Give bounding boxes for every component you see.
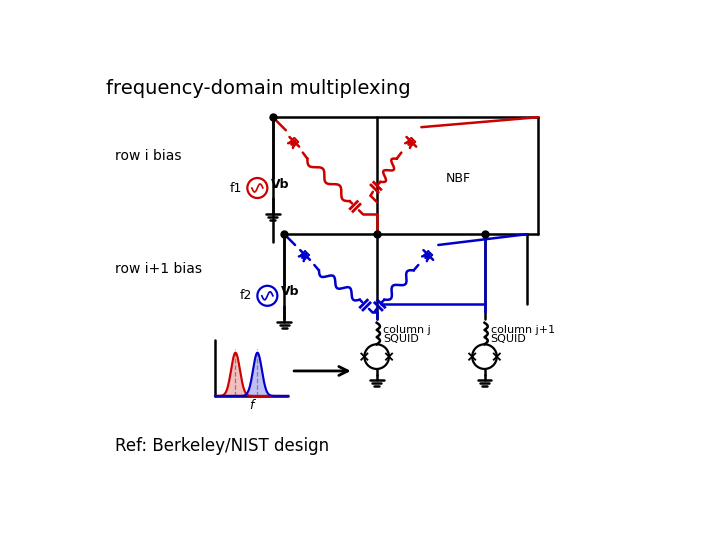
Text: row i+1 bias: row i+1 bias: [115, 262, 202, 276]
Text: frequency-domain multiplexing: frequency-domain multiplexing: [106, 79, 410, 98]
Text: Vb: Vb: [281, 286, 299, 299]
Text: NBF: NBF: [446, 172, 471, 185]
Text: SQUID: SQUID: [490, 334, 526, 345]
Text: row i bias: row i bias: [115, 148, 181, 163]
Text: column j+1: column j+1: [490, 325, 555, 335]
Text: column j: column j: [383, 325, 431, 335]
Text: f1: f1: [230, 181, 242, 194]
Text: Ref: Berkeley/NIST design: Ref: Berkeley/NIST design: [115, 437, 329, 455]
Text: Vb: Vb: [271, 178, 289, 191]
Text: SQUID: SQUID: [383, 334, 418, 345]
Text: f: f: [249, 399, 253, 411]
Text: f2: f2: [240, 289, 252, 302]
